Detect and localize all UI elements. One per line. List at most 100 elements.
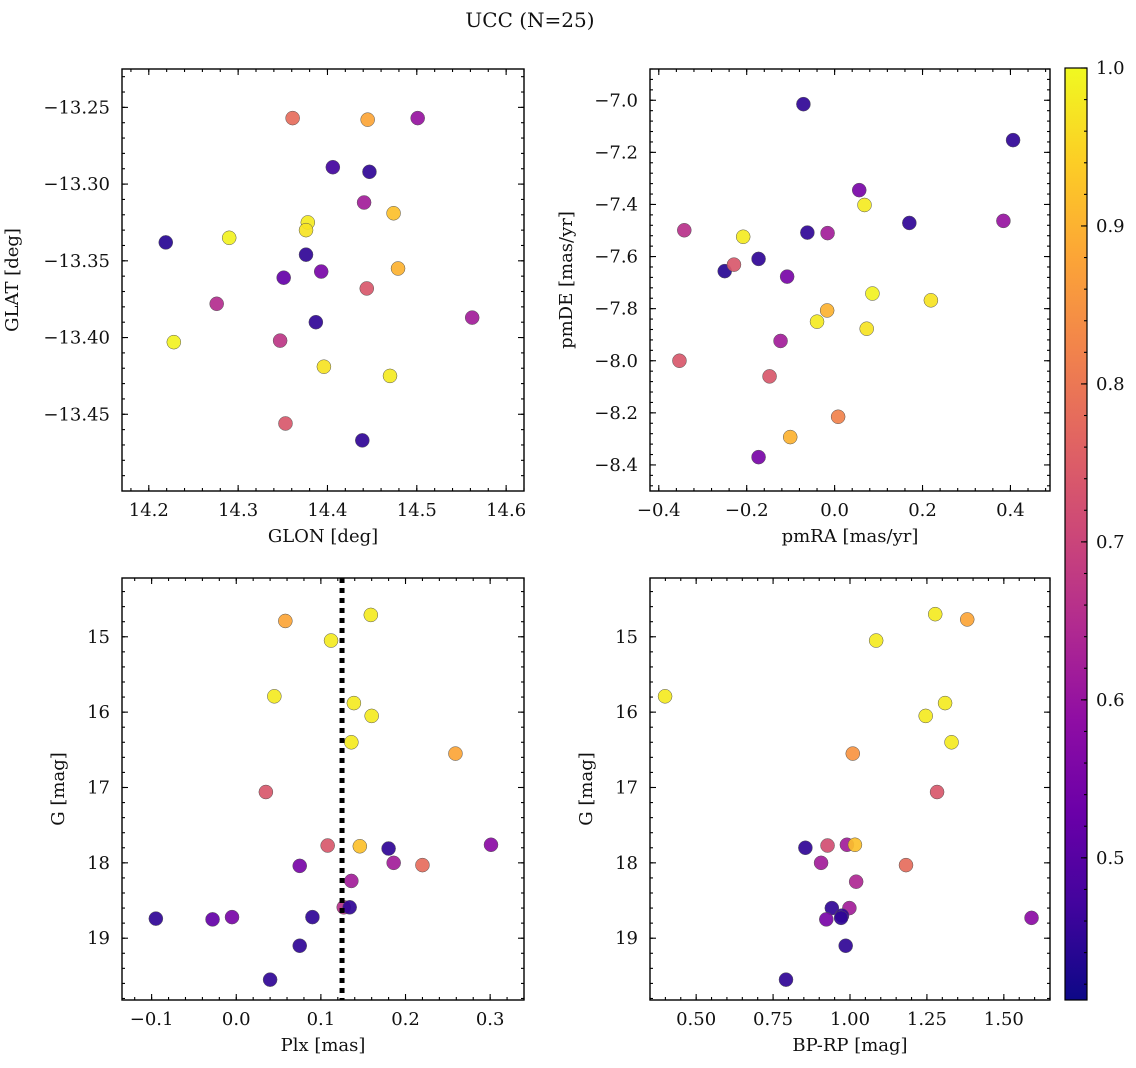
data-point <box>902 215 917 231</box>
y-tick-label: −8.4 <box>594 455 638 476</box>
data-layer <box>672 96 1021 465</box>
data-point <box>918 708 933 724</box>
x-tick-label: 14.6 <box>486 500 526 521</box>
y-tick-label: −7.8 <box>594 299 638 320</box>
data-layer <box>657 606 1039 987</box>
data-point <box>851 182 867 198</box>
data-point <box>410 110 425 126</box>
y-tick-label: 19 <box>87 928 110 949</box>
x-tick-label: 1.25 <box>907 1009 947 1030</box>
data-point <box>996 213 1011 229</box>
x-tick-label: −0.2 <box>725 500 769 521</box>
data-point <box>305 909 320 925</box>
data-point <box>355 433 370 448</box>
data-point <box>278 613 293 629</box>
data-point <box>944 735 959 750</box>
x-tick-label: 0.4 <box>996 500 1025 521</box>
axes-frame <box>121 577 525 1001</box>
data-point <box>320 838 335 853</box>
data-point <box>313 264 329 279</box>
data-point <box>209 296 224 312</box>
data-point <box>798 840 813 856</box>
data-point <box>782 429 798 445</box>
data-point <box>800 225 815 240</box>
data-point <box>865 286 880 301</box>
x-tick-label: 1.50 <box>984 1009 1024 1030</box>
y-tick-label: 19 <box>615 928 638 949</box>
data-point <box>356 195 372 210</box>
data-point <box>308 314 324 330</box>
data-point <box>360 112 375 127</box>
x-tick-label: 14.3 <box>218 500 258 521</box>
y-tick-label: −13.40 <box>43 328 110 349</box>
data-point <box>779 269 795 284</box>
data-point <box>672 353 687 369</box>
colorbar-tick-label: 1.0 <box>1096 58 1125 79</box>
x-tick-label: 14.5 <box>397 500 437 521</box>
data-point <box>224 909 240 925</box>
x-tick-label: −0.1 <box>130 1009 174 1030</box>
y-tick-label: −13.25 <box>43 97 110 118</box>
y-axis-label: G [mag] <box>576 752 597 825</box>
y-tick-label: −7.2 <box>594 142 638 163</box>
data-point <box>276 270 291 285</box>
data-layer <box>148 578 499 1000</box>
data-point <box>819 303 835 318</box>
data-point <box>364 708 379 724</box>
y-tick-label: 18 <box>615 853 638 874</box>
x-tick-label: 0.75 <box>753 1009 793 1030</box>
x-tick-label: 1.00 <box>830 1009 870 1030</box>
data-point <box>735 229 751 245</box>
x-tick-label: −0.4 <box>637 500 681 521</box>
data-point <box>381 841 396 856</box>
y-tick-label: 16 <box>615 702 638 723</box>
data-point <box>773 333 788 349</box>
y-tick-label: −13.35 <box>43 251 110 272</box>
colorbar-tick-label: 0.8 <box>1096 374 1125 395</box>
y-tick-label: −7.4 <box>594 194 638 215</box>
figure-title: UCC (N=25) <box>465 8 594 32</box>
data-point <box>285 110 300 126</box>
data-point <box>292 938 307 953</box>
y-tick-label: −13.45 <box>43 404 110 425</box>
x-axis-label: GLON [deg] <box>268 526 378 547</box>
data-point <box>751 449 766 465</box>
data-point <box>820 225 835 241</box>
data-point <box>929 784 945 800</box>
data-point <box>262 972 278 987</box>
data-point <box>325 159 341 175</box>
x-tick-label: 14.2 <box>129 500 169 521</box>
data-point <box>205 912 220 927</box>
data-point <box>820 838 835 853</box>
y-tick-label: 16 <box>87 702 110 723</box>
axes-frame <box>649 577 1051 1001</box>
y-tick-label: 15 <box>87 627 110 648</box>
y-axis-label: pmDE [mas/yr] <box>556 211 577 349</box>
data-point <box>363 607 379 623</box>
y-tick-label: −7.0 <box>594 90 638 111</box>
colorbar-tick-label: 0.9 <box>1096 216 1125 237</box>
data-point <box>813 855 829 871</box>
data-point <box>464 310 480 325</box>
panel-plx-g: −0.1 0.0 0.1 0.2 0.3 15 16 17 18 19 Plx [mas] G [ma… <box>48 577 525 1056</box>
x-tick-label: 0.2 <box>391 1009 420 1030</box>
y-axis-label: G [mag] <box>48 752 69 825</box>
y-tick-label: −7.6 <box>594 247 638 268</box>
x-tick-label: 0.2 <box>908 500 937 521</box>
data-point <box>927 606 943 622</box>
data-point <box>415 857 430 873</box>
panel-pm: −0.4 −0.2 0.0 0.2 0.4 −7.0 −7.2 −7.4 −7.6 −7.8 −8.… <box>556 68 1051 547</box>
axes-frame <box>121 68 525 492</box>
data-point <box>148 911 164 926</box>
data-point <box>258 784 274 800</box>
data-layer <box>158 110 480 448</box>
data-point <box>386 855 401 871</box>
data-point <box>726 257 742 272</box>
data-point <box>830 409 846 425</box>
x-tick-label: 0.1 <box>307 1009 336 1030</box>
data-point <box>382 368 398 384</box>
data-point <box>838 938 853 953</box>
data-point <box>352 839 368 854</box>
y-axis-label: GLAT [deg] <box>2 228 23 332</box>
